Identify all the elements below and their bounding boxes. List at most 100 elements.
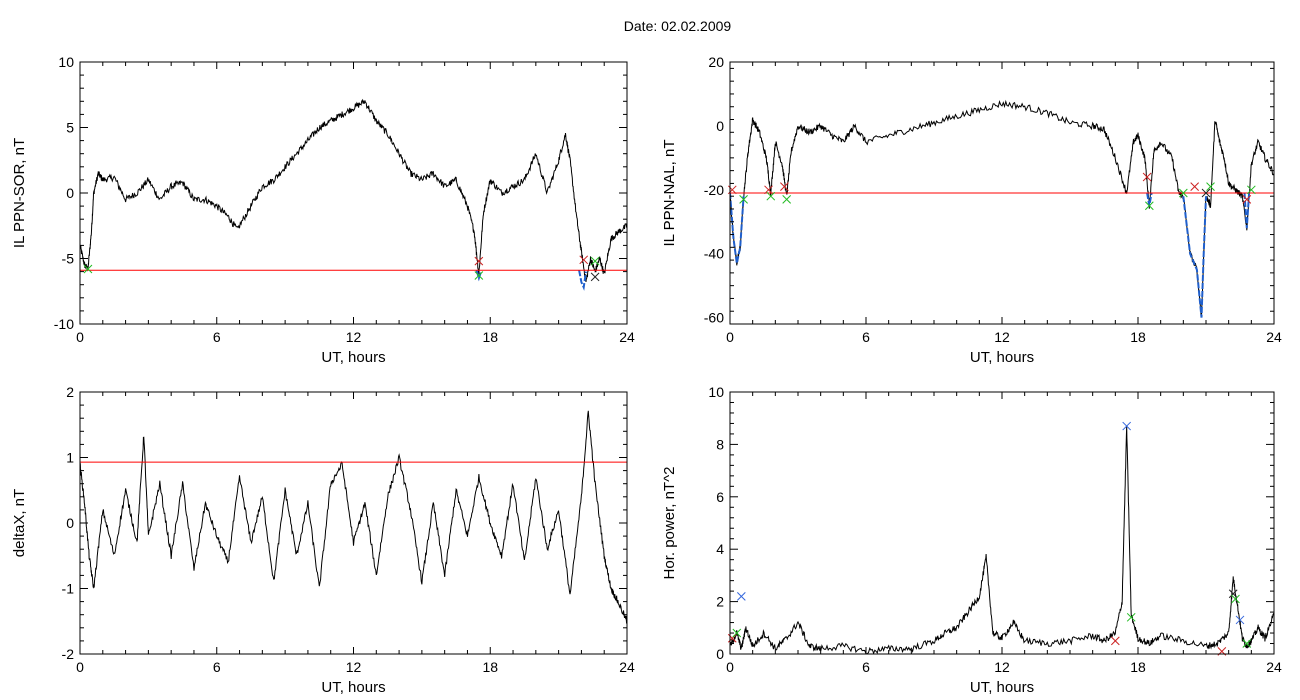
y-tick-label: 20	[708, 54, 724, 70]
marker-stroke	[739, 195, 748, 204]
marker-6	[782, 195, 792, 204]
marker-5	[780, 182, 789, 191]
y-tick-label: 0	[66, 515, 74, 531]
y-tick-label: 5	[66, 120, 74, 136]
marker-3	[474, 271, 484, 280]
marker-stroke	[1228, 589, 1238, 599]
chart-panel-1: 0 6 12 18 24 -10 -5 0 5 10 UT, hours IL PPN-SOR, nT	[11, 54, 635, 366]
marker-stroke	[579, 255, 589, 265]
y-tick-label: 10	[708, 384, 724, 400]
marker-stroke	[1206, 182, 1215, 191]
y-tick-label: -10	[54, 316, 74, 332]
marker-stroke	[83, 264, 93, 274]
marker-10	[1235, 615, 1245, 625]
x-tick-label: 0	[76, 329, 84, 345]
marker-stroke	[1242, 639, 1252, 648]
marker-stroke	[764, 185, 773, 195]
marker-stroke	[474, 256, 484, 266]
x-tick-label: 24	[619, 329, 635, 345]
marker-2	[474, 256, 484, 266]
marker-7	[1142, 172, 1152, 182]
y-tick-label: 2	[716, 594, 724, 610]
marker-stroke	[782, 195, 792, 204]
y-tick-label: -5	[62, 251, 75, 267]
figure-title: Date: 02.02.2009	[623, 18, 732, 34]
marker-1	[83, 264, 93, 274]
marker-9	[1178, 188, 1188, 198]
marker-2	[739, 195, 748, 204]
marker-8	[1228, 589, 1238, 599]
y-axis-label: Hor. power, nT^2	[661, 467, 678, 580]
x-tick-label: 6	[862, 659, 870, 675]
marker-stroke	[1246, 185, 1256, 195]
y-tick-label: 2	[66, 384, 74, 400]
marker-13	[1242, 195, 1252, 204]
marker-stroke	[780, 182, 789, 191]
marker-stroke	[1126, 612, 1136, 622]
marker-4	[766, 191, 776, 201]
y-tick-label: 6	[716, 489, 724, 505]
marker-stroke	[1142, 172, 1152, 182]
x-tick-label: 6	[213, 659, 221, 675]
data-line	[730, 426, 1274, 654]
marker-8	[1144, 201, 1154, 211]
marker-stroke	[1122, 421, 1132, 431]
x-axis-label: UT, hours	[970, 349, 1034, 366]
marker-stroke	[1110, 636, 1120, 646]
marker-stroke	[1190, 182, 1200, 191]
x-tick-label: 6	[213, 329, 221, 345]
y-axis-label: deltaX, nT	[11, 489, 28, 557]
x-tick-label: 18	[1130, 659, 1146, 675]
y-tick-label: 0	[66, 185, 74, 201]
marker-11	[1201, 188, 1211, 198]
y-tick-label: -60	[704, 310, 724, 326]
plot-frame	[79, 61, 628, 325]
marker-6	[1126, 612, 1136, 622]
chart-panel-2: 0 6 12 18 24 -60 -40 -20 0 20 UT, hours IL PPN-NAL,…	[661, 54, 1282, 366]
y-tick-label: 4	[716, 541, 724, 557]
marker-stroke	[1201, 188, 1211, 198]
marker-5	[1122, 421, 1132, 431]
plot-frame	[729, 391, 1275, 655]
x-axis-label: UT, hours	[321, 679, 385, 696]
marker-9	[1231, 594, 1240, 604]
marker-3	[764, 185, 773, 195]
x-axis-label: UT, hours	[321, 349, 385, 366]
plot-frame	[79, 391, 628, 655]
marker-6	[590, 272, 600, 282]
y-tick-label: 1	[66, 450, 74, 466]
x-tick-label: 6	[862, 329, 870, 345]
marker-stroke	[736, 592, 746, 601]
marker-2	[732, 628, 742, 638]
marker-12	[1206, 182, 1215, 191]
marker-stroke	[1242, 195, 1252, 204]
x-tick-label: 24	[1266, 329, 1282, 345]
marker-stroke	[590, 272, 600, 282]
y-tick-label: -40	[704, 246, 724, 262]
y-tick-label: 0	[716, 646, 724, 662]
x-axis-label: UT, hours	[970, 679, 1034, 696]
marker-10	[1190, 182, 1200, 191]
x-tick-label: 12	[994, 659, 1010, 675]
marker-stroke	[1231, 594, 1240, 604]
x-tick-label: 18	[482, 659, 498, 675]
event-segment-4	[1243, 192, 1251, 229]
event-segment-1	[730, 192, 745, 264]
marker-3	[736, 592, 746, 601]
marker-stroke	[766, 191, 776, 201]
marker-4	[579, 255, 589, 265]
data-line	[80, 98, 627, 282]
marker-11	[1242, 639, 1252, 648]
x-tick-label: 24	[1266, 659, 1282, 675]
event-segment-2	[1182, 196, 1207, 318]
x-tick-label: 18	[1130, 329, 1146, 345]
y-tick-label: 8	[716, 436, 724, 452]
x-tick-label: 12	[346, 659, 362, 675]
x-tick-label: 0	[726, 329, 734, 345]
data-line	[730, 99, 1274, 318]
x-tick-label: 0	[76, 659, 84, 675]
y-tick-label: -2	[62, 646, 75, 662]
